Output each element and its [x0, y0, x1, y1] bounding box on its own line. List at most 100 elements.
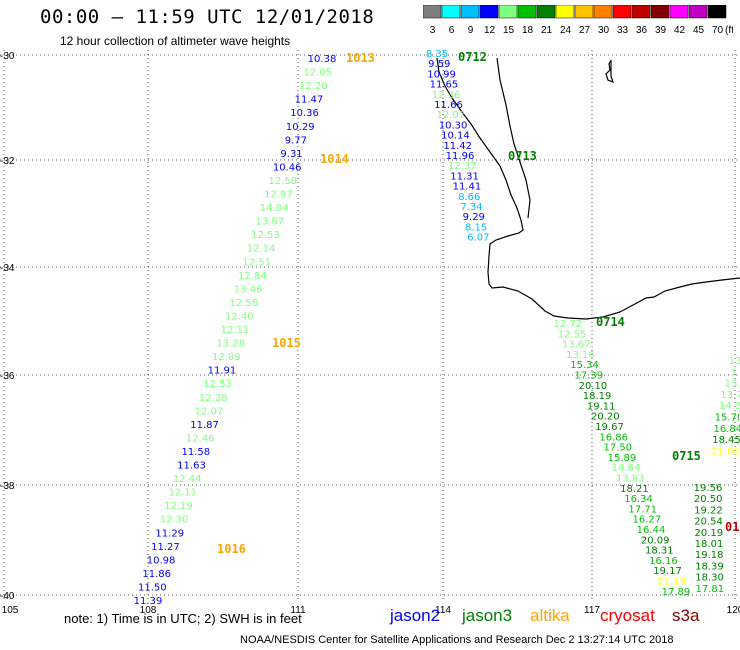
- swh-value: 12.07: [195, 406, 224, 417]
- legend-swatch: [612, 5, 632, 19]
- swh-value: 12.53: [203, 379, 232, 390]
- legend-label: 45: [693, 25, 705, 35]
- legend-swatch: [574, 5, 594, 19]
- swh-value: 8.35: [426, 49, 448, 60]
- swh-value: 9.59: [428, 59, 450, 70]
- swh-value: 9.29: [463, 212, 485, 223]
- pass-time-labels: 1013 1014 1015 1016 0712 0713 0714 0715 01: [217, 50, 739, 556]
- swh-value: 13.46: [234, 284, 263, 295]
- legend-label: 24: [560, 25, 572, 35]
- swh-value: 11.27: [151, 542, 180, 553]
- swh-value: 11.31: [450, 171, 479, 182]
- swh-value: 11.42: [443, 141, 472, 152]
- swh-value: 17.39: [574, 371, 603, 382]
- pass-time-label: 01: [725, 520, 739, 534]
- swh-value: 12.46: [186, 433, 215, 444]
- swh-value: 20.54: [694, 517, 723, 528]
- swh-value: 13: [729, 356, 740, 367]
- swh-value: 13.7: [720, 390, 740, 401]
- swh-value: 1: [731, 367, 737, 378]
- legend-label: 21: [541, 25, 553, 35]
- swh-value: 12.72: [554, 319, 583, 330]
- legend-swatch: [631, 5, 651, 19]
- swh-value: 18.45: [712, 435, 740, 446]
- pass-time-label: 1014: [320, 152, 349, 166]
- swh-value: 12.37: [448, 161, 477, 172]
- swh-value: 12.89: [212, 352, 241, 363]
- swh-value: 11.65: [430, 80, 459, 91]
- legend-label: 3: [430, 25, 436, 35]
- legend-label: 33: [617, 25, 629, 35]
- swh-value: 20.20: [591, 412, 620, 423]
- swh-value: 12.51: [242, 257, 271, 268]
- swh-value: 11.86: [142, 569, 171, 580]
- swh-value: 12.14: [247, 244, 276, 255]
- swh-value: 16.16: [649, 556, 678, 567]
- australia-coastline: [436, 57, 740, 320]
- legend-label: 12: [484, 25, 496, 35]
- legend-label: 18: [522, 25, 534, 35]
- legend-label: 36: [636, 25, 648, 35]
- legend-label: 70: [712, 25, 724, 35]
- swh-value: 17.81: [695, 584, 724, 595]
- swh-value: 10.30: [439, 120, 468, 131]
- coastline: [436, 57, 740, 320]
- swh-value: 18.19: [583, 391, 612, 402]
- legend-label: 9: [468, 25, 474, 35]
- swh-value: 17.89: [662, 587, 691, 598]
- swh-value: 11.96: [446, 151, 475, 162]
- legend-swatch: [498, 5, 518, 19]
- swh-value: 13.16: [566, 350, 595, 361]
- swh-value: 20.09: [641, 535, 670, 546]
- swh-value: 18.30: [695, 573, 724, 584]
- pass-time-label: 0712: [458, 50, 487, 64]
- swh-value: 11.58: [182, 447, 211, 458]
- swh-value: 18.39: [695, 561, 724, 572]
- lon-label: 120: [727, 605, 740, 616]
- lat-label: -30: [0, 51, 15, 62]
- satellite-jason3: jason3: [462, 606, 513, 625]
- credit-line: NOAA/NESDIS Center for Satellite Applica…: [240, 634, 674, 646]
- swh-value: 14.64: [612, 463, 641, 474]
- legend-swatch: [707, 5, 727, 19]
- swh-value: 14.04: [260, 203, 289, 214]
- swh-value: 12.19: [164, 501, 193, 512]
- rottnest-island: [605, 59, 614, 84]
- swh-value: 12.40: [225, 311, 254, 322]
- swh-value: 15.34: [570, 360, 599, 371]
- pass-time-label: 0713: [508, 149, 537, 163]
- swh-value: 10.46: [273, 162, 302, 173]
- swh-value: 19.22: [694, 505, 723, 516]
- swh-value: 14.2: [719, 401, 740, 412]
- pass-time-label: 1015: [272, 336, 301, 350]
- satellite-cryosat: cryosat: [600, 606, 655, 625]
- swh-value: 19.56: [694, 483, 723, 494]
- swh-value: 17.71: [628, 504, 657, 515]
- swh-value: 8.66: [458, 192, 480, 203]
- swh-value: 11.50: [138, 582, 167, 593]
- legend-swatch: [669, 5, 689, 19]
- swh-value: 10.14: [441, 131, 470, 142]
- lon-label: 111: [290, 605, 306, 616]
- swh-value: 15.89: [608, 453, 637, 464]
- legend-swatch: [593, 5, 613, 19]
- satellite-s3a: s3a: [672, 606, 700, 625]
- swh-value: 19.67: [595, 422, 624, 433]
- swh-value: 12.84: [238, 271, 267, 282]
- swh-value: 12.58: [229, 298, 258, 309]
- swh-value: 11.41: [453, 182, 482, 193]
- lat-label: -34: [0, 263, 15, 274]
- lon-label: 117: [584, 605, 600, 616]
- swh-value: 7.34: [460, 202, 482, 213]
- axis-labels: 105 108 111 114 117 120 -30 -32 -34 -36 -38 -40: [0, 51, 740, 616]
- legend-label: 15: [503, 25, 515, 35]
- map-subtitle: 12 hour collection of altimeter wave hei…: [60, 34, 291, 48]
- swh-value: 11.66: [434, 100, 463, 111]
- legend-swatch: [555, 5, 575, 19]
- swh-value: 12.20: [299, 81, 328, 92]
- swh-value: 19.18: [695, 550, 724, 561]
- swh-value: 15.70: [715, 413, 740, 424]
- swh-value: 10.98: [147, 555, 176, 566]
- swh-value: 11.87: [190, 420, 219, 431]
- legend-label: 39: [655, 25, 667, 35]
